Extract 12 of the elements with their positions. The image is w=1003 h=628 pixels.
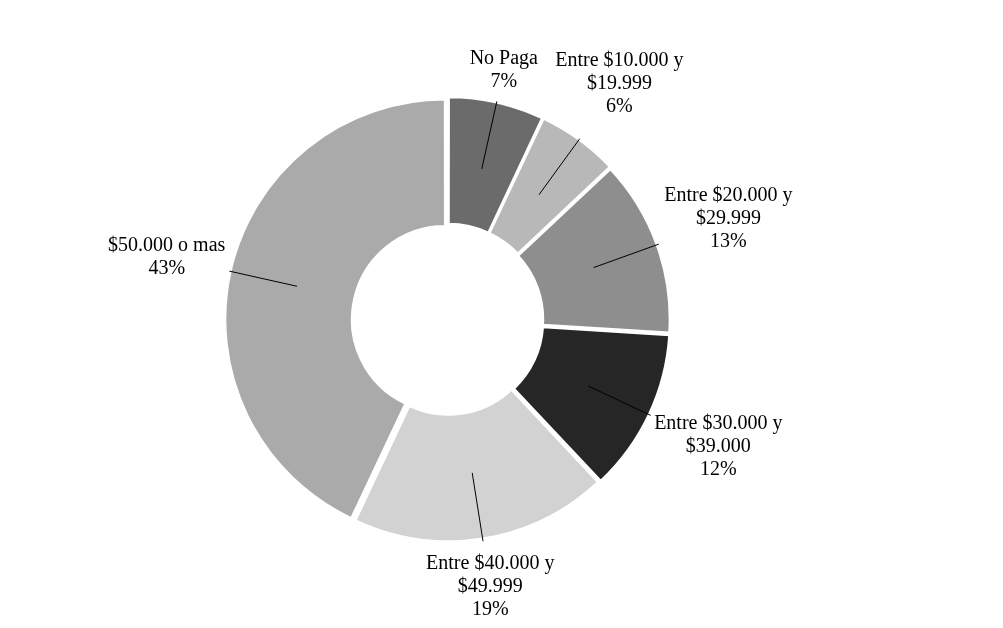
slice-label: Entre $30.000 y $39.000 [654, 411, 783, 457]
slice-label: No Paga [469, 46, 539, 70]
slice-label: Entre $20.000 y $29.999 [664, 183, 793, 229]
data-label: 43% [148, 255, 186, 278]
data-label: 6% [606, 94, 633, 117]
data-label: 12% [699, 457, 737, 480]
data-label: 13% [710, 229, 747, 252]
data-label: 7% [490, 69, 518, 92]
data-label: 19% [471, 597, 509, 620]
slice-label: $50.000 o mas [108, 232, 226, 255]
slice-label: Entre $40.000 y $49.999 [426, 551, 555, 597]
slice-label: Entre $10.000 y $19.999 [555, 48, 684, 94]
